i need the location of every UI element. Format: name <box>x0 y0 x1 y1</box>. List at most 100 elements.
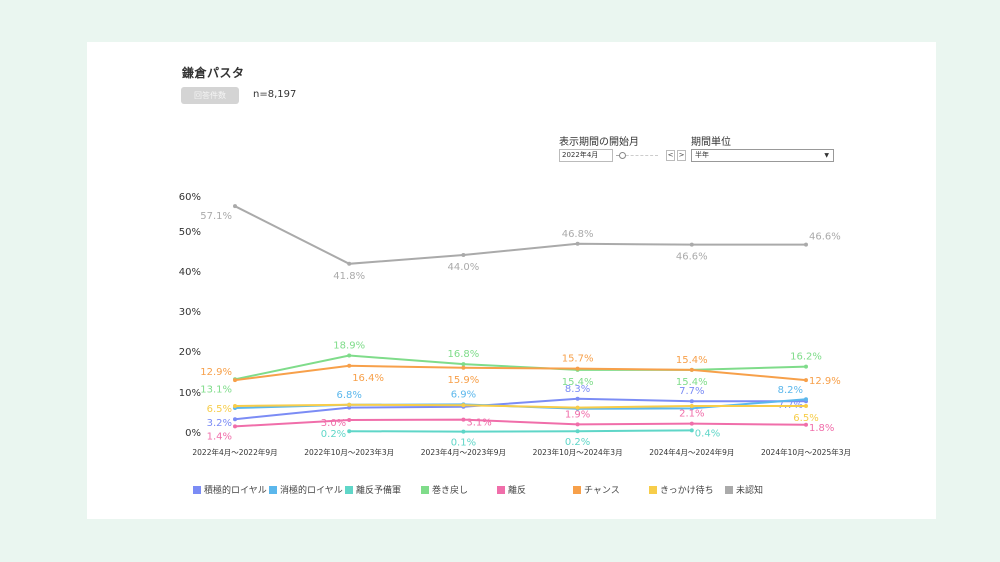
data-label: 8.3% <box>565 384 590 395</box>
line-chart: 0% 10% 20% 30% 40% 50% 60% 2022年4月～2022年9月 2022年… <box>179 192 851 457</box>
data-label: 57.1% <box>200 211 232 222</box>
data-label: 46.6% <box>809 232 841 243</box>
slider-track <box>616 155 658 156</box>
data-label: 3.1% <box>466 418 491 429</box>
start-month-input[interactable]: 2022年4月 <box>559 149 613 162</box>
start-month-label: 表示期間の開始月 <box>559 137 639 148</box>
start-month-slider[interactable] <box>616 150 658 162</box>
data-point <box>689 242 694 247</box>
legend-label: 離反予備軍 <box>356 486 402 496</box>
legend-item[interactable]: 離反 <box>497 483 526 496</box>
next-month-button[interactable]: > <box>677 150 686 161</box>
data-point <box>804 397 808 402</box>
y-tick-label: 10% <box>179 388 201 399</box>
series-line <box>234 418 807 428</box>
data-point <box>347 418 352 422</box>
data-point <box>689 428 694 433</box>
x-tick-label: 2023年4月～2023年9月 <box>421 447 506 457</box>
data-label: 0.2% <box>565 437 590 448</box>
x-tick-label: 2023年10月～2024年3月 <box>533 447 623 457</box>
data-label: 0.1% <box>451 438 476 449</box>
legend-swatch <box>573 486 581 494</box>
legend-item[interactable]: チャンス <box>573 483 620 496</box>
data-point <box>804 404 808 408</box>
x-tick-label: 2024年10月～2025年3月 <box>761 447 851 457</box>
legend-item[interactable]: 消極的ロイヤル <box>269 483 343 496</box>
data-label: 44.0% <box>448 262 480 273</box>
series-3: 13.1% 18.9% 16.8% 15.4% 15.4% 16.2% <box>200 341 822 396</box>
legend-item[interactable]: 巻き戻し <box>421 483 468 496</box>
data-point <box>575 405 580 410</box>
data-point <box>461 365 466 370</box>
data-point <box>347 405 352 410</box>
data-label: 6.5% <box>793 413 818 424</box>
y-tick-label: 30% <box>179 307 201 318</box>
data-label: 6.5% <box>207 404 232 415</box>
legend-label: 未認知 <box>736 486 764 496</box>
data-label: 0.2% <box>321 429 346 440</box>
legend-swatch <box>421 486 429 494</box>
data-label: 16.8% <box>448 349 480 360</box>
data-label: 46.6% <box>676 252 708 263</box>
data-label: 16.4% <box>352 373 384 384</box>
y-tick-label: 0% <box>185 428 201 439</box>
data-point <box>689 399 694 404</box>
data-label: 18.9% <box>333 341 365 352</box>
data-point <box>804 422 808 427</box>
x-tick-label: 2024年4月～2024年9月 <box>649 447 734 457</box>
data-point <box>461 403 466 408</box>
prev-month-button[interactable]: < <box>666 150 675 161</box>
response-count-badge[interactable]: 回答件数 <box>181 87 239 104</box>
data-point <box>689 367 694 372</box>
data-point <box>575 429 580 434</box>
data-label: 16.2% <box>790 352 822 363</box>
slider-track-fill <box>616 155 623 156</box>
legend-item[interactable]: 未認知 <box>725 483 763 496</box>
data-label: 12.9% <box>809 376 841 387</box>
chart-card: 鎌倉パスタ 回答件数 n=8,197 表示期間の開始月 2022年4月 < > … <box>87 42 936 519</box>
data-label: 8.2% <box>778 385 803 396</box>
response-count-value: n=8,197 <box>253 89 297 100</box>
period-unit-select[interactable]: 半年 ▼ <box>691 149 834 162</box>
legend-swatch <box>725 486 733 494</box>
data-point <box>233 424 237 429</box>
legend-item[interactable]: 積極的ロイヤル <box>193 483 267 496</box>
x-tick-label: 2022年4月～2022年9月 <box>192 447 277 457</box>
data-point <box>233 378 237 383</box>
data-point <box>233 404 237 408</box>
data-point <box>461 253 466 257</box>
data-label: 1.9% <box>565 409 590 420</box>
data-label: 7.7% <box>679 386 704 397</box>
data-label: 46.8% <box>562 229 594 240</box>
data-point <box>347 402 352 407</box>
data-label: 1.8% <box>809 423 834 434</box>
data-label: 15.7% <box>562 354 594 365</box>
legend-swatch <box>345 486 353 494</box>
data-point <box>233 204 237 209</box>
data-label: 15.9% <box>448 375 480 386</box>
legend-swatch <box>269 486 277 494</box>
data-point <box>347 353 352 358</box>
data-label: 6.8% <box>336 390 361 401</box>
data-point <box>461 429 466 434</box>
series-line <box>234 364 807 382</box>
slider-thumb[interactable] <box>619 152 627 159</box>
data-label: 3.2% <box>207 418 232 429</box>
data-label: 1.4% <box>207 431 232 442</box>
y-tick-label: 50% <box>179 227 201 238</box>
data-label: 15.4% <box>676 355 708 366</box>
series-line <box>234 205 806 265</box>
data-point <box>575 241 580 246</box>
y-tick-label: 20% <box>179 347 201 358</box>
period-unit-label: 期間単位 <box>691 137 731 148</box>
series-6: 6.5% 6.5% <box>207 402 819 424</box>
data-point <box>804 364 808 369</box>
legend-item[interactable]: きっかけ待ち <box>649 483 714 496</box>
legend-label: きっかけ待ち <box>660 486 714 496</box>
y-tick-label: 40% <box>179 267 201 278</box>
legend-label: 巻き戻し <box>432 486 469 496</box>
legend-item[interactable]: 離反予備軍 <box>345 483 401 496</box>
series-line <box>234 403 806 409</box>
data-label: 15.4% <box>676 377 708 388</box>
data-label: 41.8% <box>333 271 365 282</box>
